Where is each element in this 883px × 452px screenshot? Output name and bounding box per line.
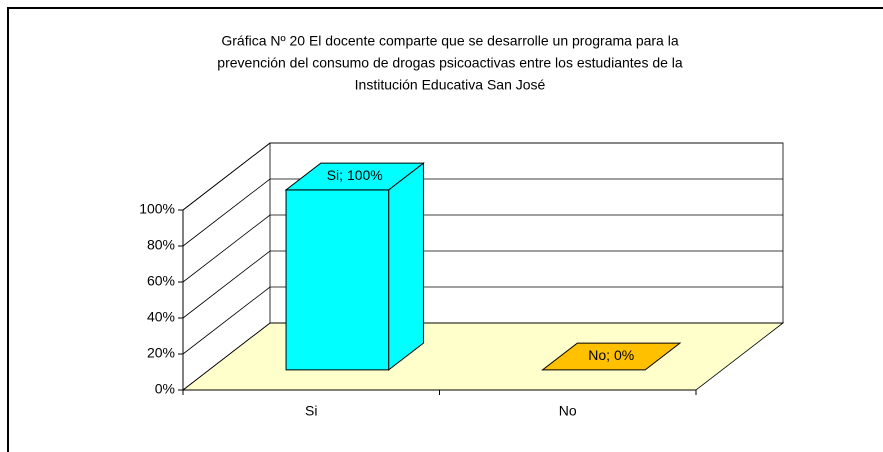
x-tick-label: No [559, 403, 577, 419]
data-label: No; 0% [588, 347, 634, 363]
x-tick-label: Si [305, 403, 317, 419]
bar-top [541, 342, 682, 371]
floor [181, 322, 785, 391]
y-tick-label: 20% [147, 345, 175, 361]
y-tick-label: 100% [139, 201, 175, 217]
y-tick-label: 0% [155, 381, 175, 397]
grid-line [182, 142, 783, 211]
y-tick-label: 60% [147, 273, 175, 289]
chart-title: Gráfica Nº 20 El docente comparte que se… [221, 33, 678, 49]
chart-title: Institución Educativa San José [355, 77, 546, 93]
bar-front [285, 189, 390, 371]
data-label: Si; 100% [327, 167, 383, 183]
y-tick-label: 40% [147, 309, 175, 325]
grid-line [182, 286, 783, 355]
bar-side [388, 162, 424, 371]
grid-line [182, 322, 783, 391]
bar-top [284, 162, 425, 191]
grid-line [182, 178, 783, 247]
y-tick-label: 80% [147, 237, 175, 253]
grid-line [182, 250, 783, 319]
grid-line [182, 214, 783, 283]
chart-title: prevención del consumo de drogas psicoac… [217, 55, 683, 71]
